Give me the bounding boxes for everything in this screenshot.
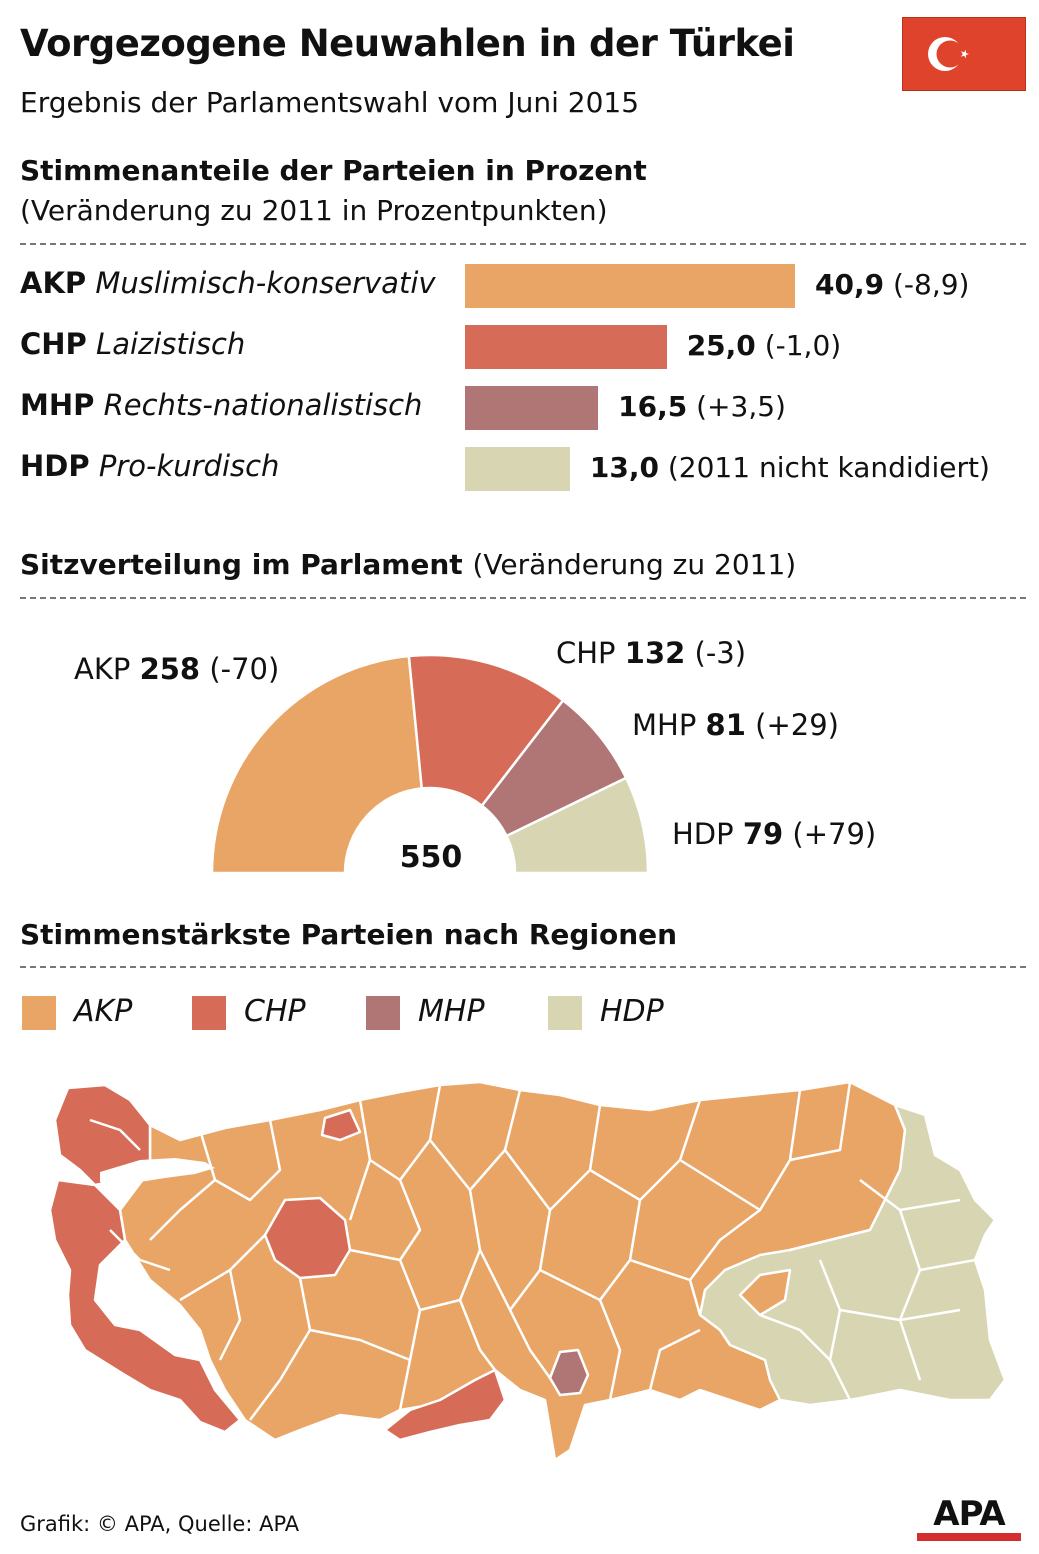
party-name: CHP [556, 636, 616, 670]
legend-label: CHP [244, 994, 306, 1029]
data-label: 25,0 [686, 329, 756, 362]
seat-count: 132 [624, 636, 686, 670]
change-label: (+3,5) [696, 390, 786, 423]
map-region-akp-east [738, 1268, 792, 1317]
turkey-region-map [48, 1080, 1007, 1462]
seat-title-note: (Veränderung zu 2011) [472, 548, 797, 581]
change-label: (-1,0) [764, 329, 842, 362]
page-title: Vorgezogene Neuwahlen in der Türkei [20, 22, 795, 65]
party-name: HDP [672, 817, 734, 851]
change-label: (-8,9) [893, 268, 970, 301]
seat-count: 258 [139, 652, 201, 686]
divider [20, 966, 1026, 968]
party-label-hdp: HDP Pro-kurdisch [20, 449, 279, 483]
seat-label-mhp: MHP 81 (+29) [632, 708, 839, 742]
seat-slice-chp [407, 653, 565, 808]
bar-hdp [465, 447, 570, 491]
party-label-akp: AKP Muslimisch-konservativ [20, 266, 436, 300]
turkey-flag-icon [902, 17, 1026, 91]
seat-slice-hdp [504, 776, 650, 875]
change-label: (+29) [755, 708, 839, 742]
bar-value-chp: 25,0 (-1,0) [687, 329, 841, 362]
seat-label-hdp: HDP 79 (+79) [672, 817, 876, 851]
change-label: (+79) [792, 817, 877, 851]
data-label: 40,9 [815, 268, 885, 301]
divider [20, 243, 1026, 245]
seat-title-main: Sitzverteilung im Parlament [20, 548, 463, 581]
apa-logo: APA [917, 1495, 1021, 1541]
province-boundaries [89, 1081, 976, 1421]
party-description: Laizistisch [96, 327, 246, 361]
party-name: CHP [20, 327, 87, 361]
change-label: (2011 nicht kandidiert) [667, 451, 990, 484]
apa-logo-text: APA [933, 1494, 1005, 1534]
data-label: 16,5 [618, 390, 688, 423]
map-region-chp-north [320, 1108, 362, 1142]
credit-text: Grafik: © APA, Quelle: APA [20, 1512, 300, 1536]
seat-distribution-title: Sitzverteilung im Parlament (Veränderung… [20, 548, 796, 581]
page-subtitle: Ergebnis der Parlamentswahl vom Juni 201… [20, 86, 640, 119]
party-name: AKP [20, 266, 87, 300]
legend-swatch [22, 996, 56, 1030]
apa-logo-bar [917, 1533, 1021, 1541]
vote-share-subtitle: (Veränderung zu 2011 in Prozentpunkten) [20, 194, 608, 227]
change-label: (-70) [209, 652, 280, 686]
legend-label: HDP [600, 994, 664, 1029]
seat-count: 81 [705, 708, 746, 742]
bar-value-mhp: 16,5 (+3,5) [618, 390, 786, 423]
party-description: Muslimisch-konservativ [95, 266, 436, 300]
party-label-mhp: MHP Rechts-nationalistisch [20, 388, 422, 422]
seat-slice-akp [210, 654, 424, 875]
map-region-chp-ankara [263, 1196, 352, 1280]
party-name: AKP [74, 652, 131, 686]
map-region-hdp [698, 1103, 1007, 1407]
party-description: Rechts-nationalistisch [103, 388, 423, 422]
party-description: Pro-kurdisch [98, 449, 280, 483]
map-region-chp-antalya [383, 1368, 507, 1442]
seat-half-donut-chart [210, 653, 650, 875]
total-seats: 550 [399, 840, 463, 875]
region-map-title: Stimmenstärkste Parteien nach Regionen [20, 918, 678, 951]
sea-of-marmara [100, 1158, 215, 1186]
bar-value-hdp: 13,0 (2011 nicht kandidiert) [590, 451, 990, 484]
bar-value-akp: 40,9 (-8,9) [815, 268, 969, 301]
vote-share-title: Stimmenanteile der Parteien in Prozent [20, 154, 647, 187]
legend-swatch [192, 996, 226, 1030]
legend-swatch [366, 996, 400, 1030]
seat-label-akp: AKP 258 (-70) [74, 652, 279, 686]
crescent-star-icon [928, 37, 969, 71]
data-label: 13,0 [589, 451, 659, 484]
legend-label: AKP [74, 994, 133, 1029]
bar-chp [465, 325, 667, 369]
seat-label-chp: CHP 132 (-3) [556, 636, 746, 670]
map-region-chp-aegean [48, 1178, 242, 1434]
seat-count: 79 [742, 817, 784, 851]
party-name: MHP [632, 708, 697, 742]
change-label: (-3) [694, 636, 747, 670]
legend-label: MHP [418, 994, 485, 1029]
party-label-chp: CHP Laizistisch [20, 327, 245, 361]
party-name: HDP [20, 449, 90, 483]
legend-swatch [548, 996, 582, 1030]
bar-akp [465, 264, 795, 308]
divider [20, 597, 1026, 599]
bar-mhp [465, 386, 599, 430]
party-name: MHP [20, 388, 95, 422]
